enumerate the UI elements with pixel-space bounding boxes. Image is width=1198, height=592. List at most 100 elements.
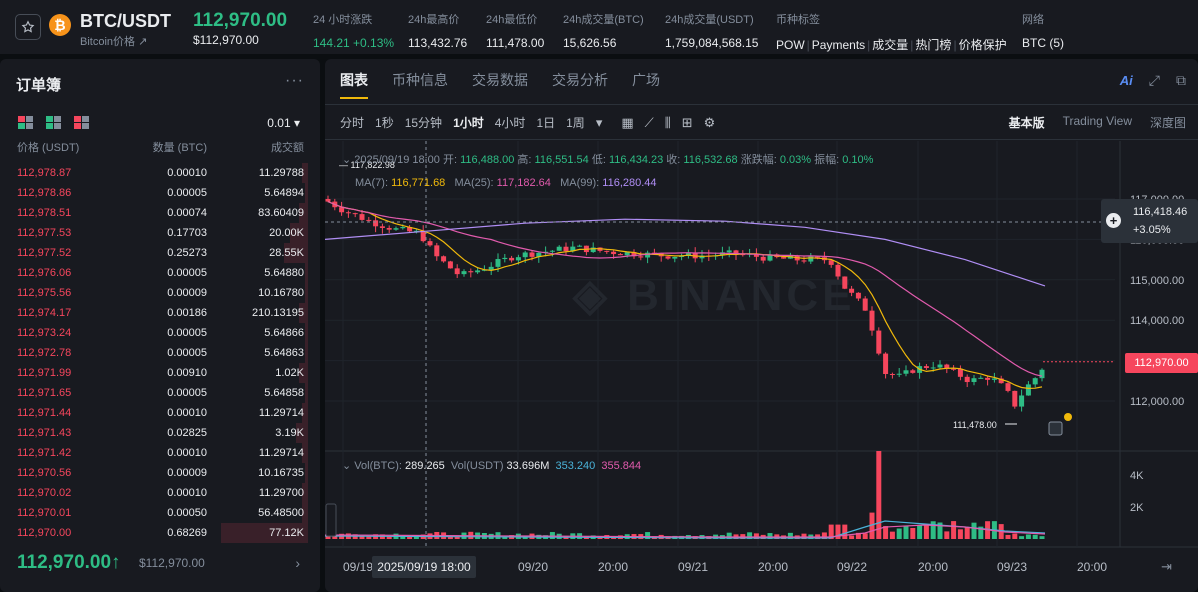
ask-row[interactable]: 112,977.52 0.25273 28.55K	[0, 243, 320, 263]
candle-body	[447, 261, 453, 269]
time-axis-label: 20:00	[1077, 560, 1107, 574]
popout-icon[interactable]: ⧉	[1176, 72, 1186, 88]
indicators-icon[interactable]: ⟋	[644, 114, 654, 130]
tag-hot[interactable]: 热门榜	[915, 38, 952, 52]
view-basic[interactable]: 基本版	[1008, 116, 1045, 130]
depth-bar	[302, 163, 308, 183]
candle-body	[937, 364, 943, 368]
crosshair-time-tag: 2025/09/19 18:00	[372, 556, 476, 578]
tab-square[interactable]: 广场	[632, 72, 660, 88]
ask-row[interactable]: 112,970.56 0.00009 10.16735	[0, 463, 320, 483]
ai-icon[interactable]: Ai	[1119, 73, 1133, 88]
volume-bar	[910, 527, 916, 539]
tab-trading-data[interactable]: 交易数据	[472, 72, 528, 88]
candle-body	[876, 330, 882, 354]
crosshair-price-tag[interactable]: + 116,418.46 +3.05%	[1101, 199, 1198, 243]
volume-bar	[1012, 533, 1018, 539]
candle-body	[964, 376, 970, 383]
timeframe-line[interactable]: 分时	[340, 116, 365, 130]
expand-icon[interactable]: ⤢	[1148, 72, 1160, 88]
candle-body	[733, 250, 739, 255]
tag-payments[interactable]: Payments	[811, 38, 866, 52]
ask-row[interactable]: 112,973.24 0.00005 5.64866	[0, 323, 320, 343]
chart-tabs: 图表 币种信息 交易数据 交易分析 广场	[340, 70, 660, 90]
settings-icon[interactable]: ⚙	[703, 114, 716, 130]
chevron-right-icon[interactable]: ›	[295, 555, 300, 571]
tab-trading-analysis[interactable]: 交易分析	[552, 72, 608, 88]
volume-bar	[855, 532, 861, 539]
candle-body	[509, 257, 515, 261]
ask-row[interactable]: 112,975.56 0.00009 10.16780	[0, 283, 320, 303]
ask-row[interactable]: 112,977.53 0.17703 20.00K	[0, 223, 320, 243]
candle-body	[828, 260, 834, 265]
candle-body	[998, 378, 1004, 384]
candle-body	[339, 207, 345, 213]
depth-bar	[290, 223, 308, 243]
tab-coin-info[interactable]: 币种信息	[392, 72, 448, 88]
coin-price-link[interactable]: Bitcoin价格 ↗	[80, 36, 148, 48]
ask-row[interactable]: 112,971.43 0.02825 3.19K	[0, 423, 320, 443]
candle-body	[801, 260, 807, 262]
depth-bar	[305, 183, 308, 203]
axis-settings-icon[interactable]: ⇥	[1161, 559, 1172, 574]
more-options-icon[interactable]: ···	[285, 72, 304, 89]
chevron-down-icon[interactable]: ⌄	[342, 460, 352, 472]
candle-body	[760, 256, 766, 261]
ask-row[interactable]: 112,970.00 0.68269 77.12K	[0, 523, 320, 543]
bids-only-view-icon[interactable]	[46, 116, 61, 129]
candlestick-chart[interactable]: 117,000.00116,000.00115,000.00114,000.00…	[325, 59, 1198, 592]
volume-bar	[951, 521, 957, 539]
ask-total: 11.29714	[258, 447, 304, 459]
timeframe-1s[interactable]: 1秒	[375, 116, 394, 130]
view-tradingview[interactable]: Trading View	[1062, 114, 1132, 128]
price-step-select[interactable]: 0.01 ▾	[267, 116, 300, 130]
ask-row[interactable]: 112,970.01 0.00050 56.48500	[0, 503, 320, 523]
more-timeframes-icon[interactable]: ▾	[595, 114, 603, 130]
candle-body	[461, 271, 467, 275]
candle-body	[767, 254, 773, 261]
candle-body	[951, 368, 957, 370]
depth-bar	[296, 423, 308, 443]
ask-row[interactable]: 112,971.99 0.00910 1.02K	[0, 363, 320, 383]
ask-row[interactable]: 112,972.78 0.00005 5.64863	[0, 343, 320, 363]
asks-only-view-icon[interactable]	[74, 116, 89, 129]
scroll-left-handle	[325, 503, 337, 537]
ask-row[interactable]: 112,970.02 0.00010 11.29700	[0, 483, 320, 503]
tag-price-protection[interactable]: 价格保护	[958, 38, 1007, 52]
ask-qty: 0.00074	[167, 207, 207, 219]
chevron-down-icon[interactable]: ⌄	[342, 154, 352, 166]
add-alert-icon[interactable]: +	[1106, 213, 1121, 228]
timeframe-1w[interactable]: 1周	[566, 116, 585, 130]
ask-price: 112,975.56	[17, 287, 72, 299]
tag-volume[interactable]: 成交量	[872, 38, 909, 52]
ask-row[interactable]: 112,974.17 0.00186 210.13195	[0, 303, 320, 323]
ask-row[interactable]: 112,976.06 0.00005 5.64880	[0, 263, 320, 283]
depth-bar	[302, 443, 308, 463]
grid-layout-icon[interactable]: ⊞	[681, 114, 693, 130]
ask-total: 10.16780	[258, 287, 304, 299]
tab-chart[interactable]: 图表	[340, 72, 368, 88]
candle-body	[529, 252, 535, 257]
binance-watermark: ◈ BINANCE	[572, 271, 856, 320]
timeframe-1h[interactable]: 1小时	[453, 116, 484, 130]
network-info[interactable]: 网络 BTC (5)	[1022, 14, 1064, 50]
both-sides-view-icon[interactable]	[18, 116, 33, 129]
timeframe-1d[interactable]: 1日	[536, 116, 556, 130]
timeframe-15m[interactable]: 15分钟	[404, 116, 443, 130]
ask-row[interactable]: 112,978.51 0.00074 83.60409	[0, 203, 320, 223]
volume-bar	[917, 525, 923, 539]
chart-type-icon[interactable]: ⫼	[664, 114, 671, 130]
view-depth[interactable]: 深度图	[1149, 116, 1186, 130]
ask-row[interactable]: 112,978.87 0.00010 11.29788	[0, 163, 320, 183]
ask-row[interactable]: 112,971.65 0.00005 5.64858	[0, 383, 320, 403]
tag-pow[interactable]: POW	[776, 38, 805, 52]
ask-row[interactable]: 112,971.42 0.00010 11.29714	[0, 443, 320, 463]
favorite-star-button[interactable]	[15, 14, 41, 40]
ask-row[interactable]: 112,971.44 0.00010 11.29714	[0, 403, 320, 423]
calendar-icon[interactable]: ▦	[621, 114, 634, 130]
ask-row[interactable]: 112,978.86 0.00005 5.64894	[0, 183, 320, 203]
timeframe-4h[interactable]: 4小时	[494, 116, 526, 130]
trading-pair[interactable]: BTC/USDT	[80, 11, 171, 31]
volume-bar	[937, 522, 943, 539]
candle-body	[944, 364, 950, 369]
